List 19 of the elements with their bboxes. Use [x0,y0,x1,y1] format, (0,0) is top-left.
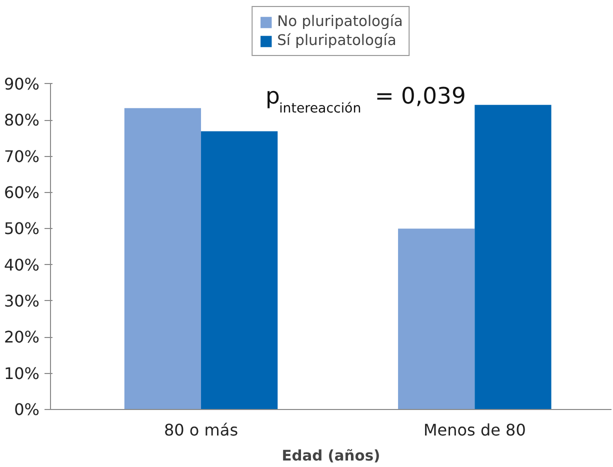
x-tick-label: Menos de 80 [423,420,526,440]
legend-label: Sí pluripatología [277,32,396,49]
legend-label: No pluripatología [277,13,403,30]
x-axis-title: Edad (años) [282,448,380,464]
y-tick-label: 80% [4,110,40,130]
y-tick-label: 60% [4,182,40,202]
bar [474,104,552,410]
y-tick-label: 20% [4,328,40,347]
bar [201,131,278,410]
y-tick-label: 0% [14,400,40,419]
y-tick-label: 40% [4,255,40,274]
bar [124,108,202,410]
bar [398,228,475,410]
y-tick-label: 10% [4,364,40,383]
x-tick-label: 80 o más [164,420,238,440]
y-tick-label: 90% [4,74,40,94]
y-tick-label: 70% [4,146,40,166]
y-tick-label: 30% [4,291,40,310]
y-tick-label: 50% [4,219,40,238]
